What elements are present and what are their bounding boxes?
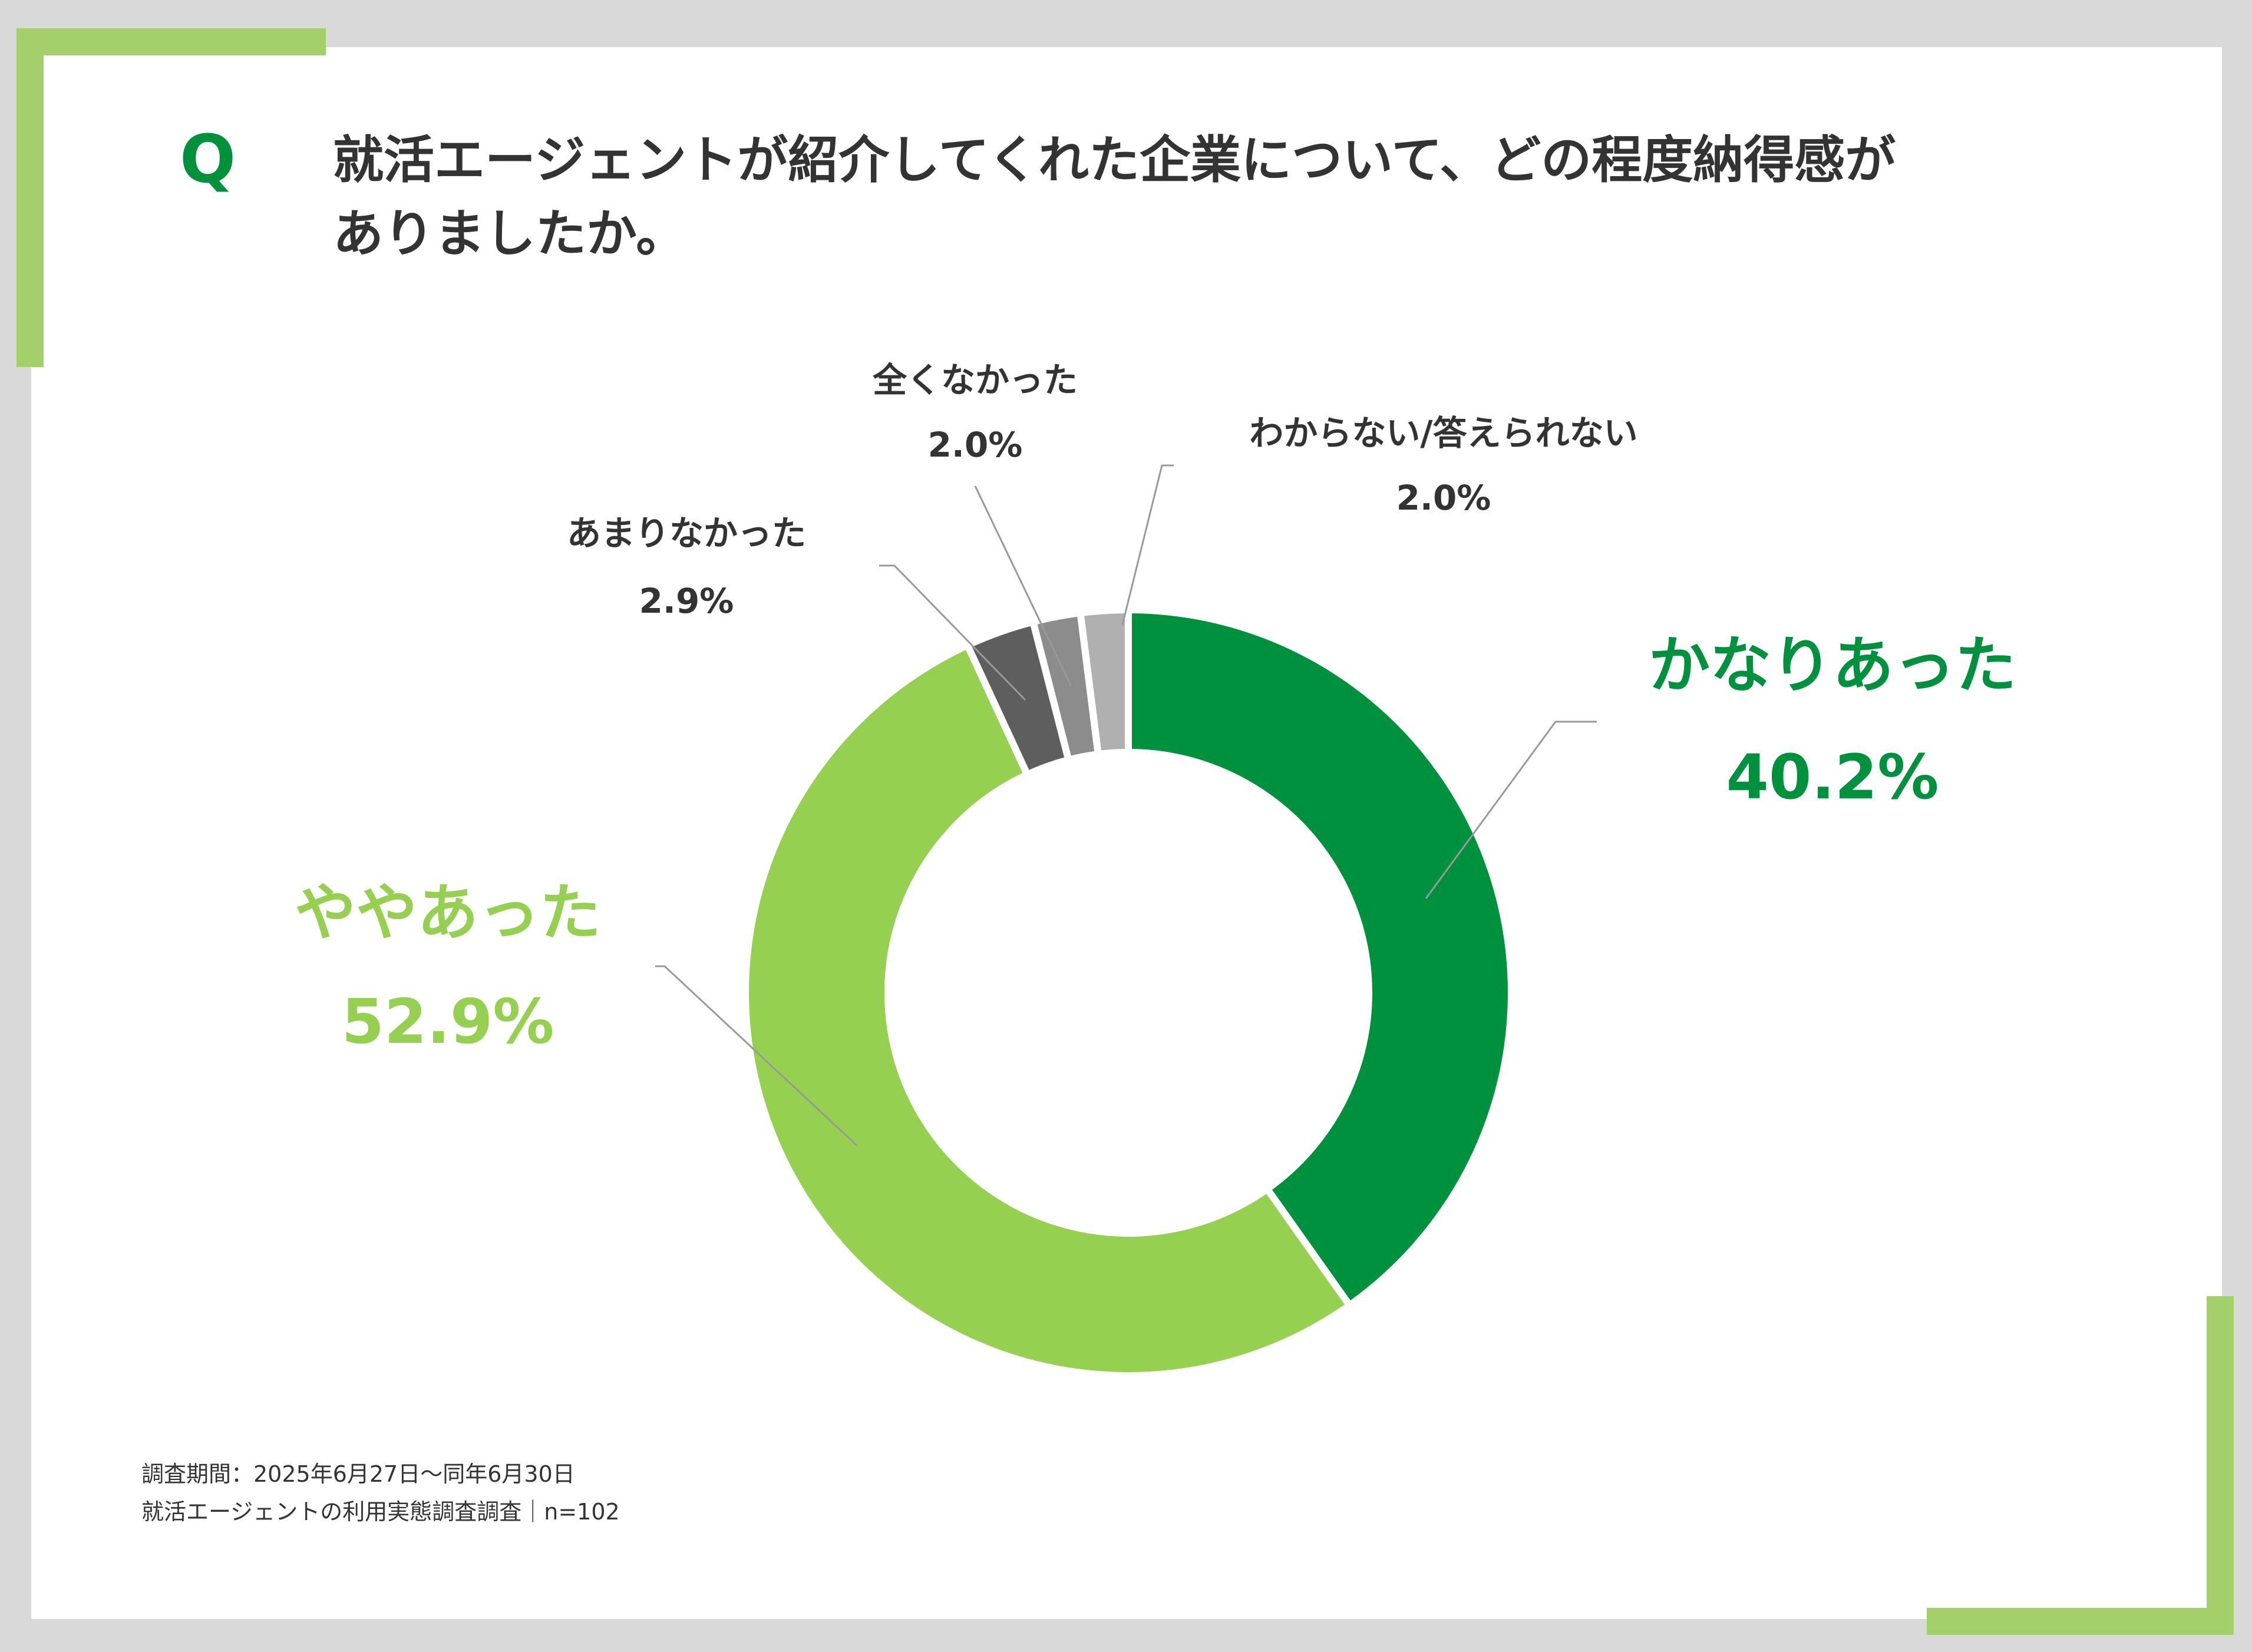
- slice-very: [1125, 606, 1515, 1310]
- question-title: 就活エージェントが紹介してくれた企業について、どの程度納得感が ありましたか。: [333, 124, 2042, 271]
- category-label-not-much: あまりなかった: [567, 513, 806, 553]
- value-label-very: 40.2%: [1726, 741, 1939, 813]
- top-left-accent-horizontal: [16, 28, 326, 55]
- survey-period: 調査期間：2025年6月27日～同年6月30日: [141, 1461, 575, 1487]
- question-mark-label: Q: [180, 121, 236, 198]
- question-title-line1: 就活エージェントが紹介してくれた企業について、どの程度納得感が: [333, 131, 1896, 190]
- top-left-accent-vertical: [16, 28, 44, 367]
- slice-unknown: [1076, 606, 1132, 758]
- question-title-line2: ありましたか。: [333, 204, 687, 263]
- leader-line-unknown: [1121, 464, 1174, 625]
- bottom-right-accent-vertical: [2207, 1296, 2234, 1635]
- survey-source: 就活エージェントの利用実態調査調査｜n=102: [141, 1499, 620, 1525]
- value-label-not-at-all: 2.0%: [928, 425, 1023, 465]
- survey-footnote: 調査期間：2025年6月27日～同年6月30日 就活エージェントの利用実態調査調…: [141, 1455, 620, 1531]
- value-label-not-much: 2.9%: [639, 581, 734, 621]
- slice-somewhat: [741, 640, 1355, 1380]
- leader-line-not-much: [879, 564, 1026, 701]
- category-label-unknown: わからない/答えられない: [1249, 413, 1637, 453]
- bottom-right-accent-horizontal: [1927, 1608, 2234, 1635]
- category-label-somewhat: ややあった: [295, 877, 601, 949]
- category-label-very: かなりあった: [1649, 629, 2016, 701]
- value-label-somewhat: 52.9%: [342, 986, 554, 1058]
- value-label-unknown: 2.0%: [1396, 478, 1491, 518]
- leader-line-somewhat: [655, 965, 858, 1147]
- category-label-not-at-all: 全くなかった: [872, 360, 1078, 400]
- leader-line-not-at-all: [974, 485, 1072, 687]
- leader-line-very: [1425, 721, 1597, 899]
